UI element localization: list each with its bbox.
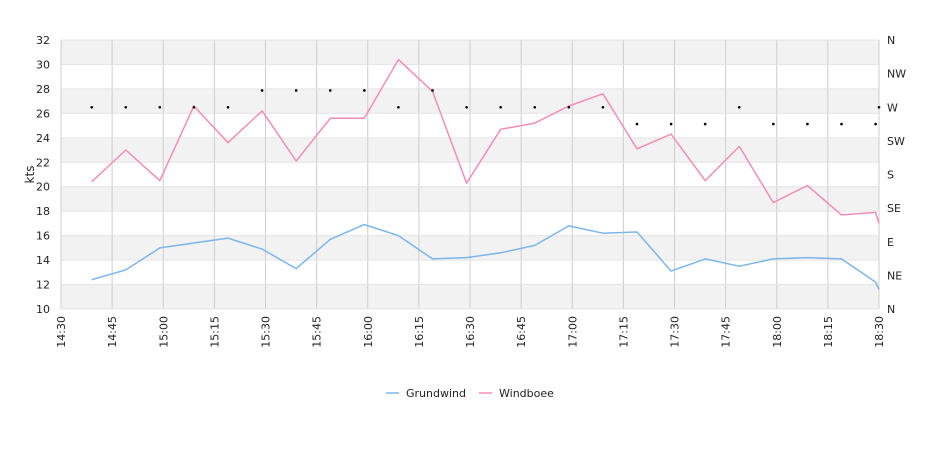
direction-tick-label: SW [887,135,905,148]
y-tick-label: 12 [36,279,50,292]
direction-marker [874,122,877,126]
y-tick-label: 22 [36,156,50,169]
direction-marker [877,105,881,109]
y-axis-label: kts [23,166,37,184]
direction-marker [669,122,673,126]
y-tick-label: 26 [36,107,50,120]
direction-markers [90,89,881,126]
x-tick-label: 16:00 [362,316,375,348]
direction-marker [124,105,128,109]
x-tick-label: 16:15 [413,316,426,348]
direction-tick-label: E [887,236,894,249]
legend-label: Grundwind [406,387,466,400]
x-tick-label: 16:45 [515,316,528,348]
direction-marker [363,89,366,92]
x-tick-label: 14:45 [106,316,119,348]
direction-marker [328,89,332,92]
direction-tick-label: SE [887,202,901,215]
legend[interactable]: Grundwind Windboee [386,387,554,400]
direction-marker [601,105,605,109]
direction-marker [90,105,93,109]
x-tick-label: 17:45 [720,316,733,348]
direction-tick-label: NE [887,269,902,282]
direction-marker [226,105,230,109]
y-tick-label: 24 [36,132,50,145]
x-tick-label: 17:00 [566,316,579,348]
y-tick-label: 20 [36,181,50,194]
x-tick-label: 15:15 [208,316,221,348]
x-tick-label: 14:30 [55,316,68,348]
direction-marker [635,122,639,126]
direction-marker [533,105,537,109]
x-tick-label: 18:30 [873,316,886,348]
y-tick-label: 16 [36,230,50,243]
x-tick-label: 16:30 [464,316,477,348]
direction-marker [465,105,468,109]
series-lines [91,58,880,290]
x-tick-label: 18:15 [822,316,835,348]
direction-axis-ticks: N NE E SE S SW W NW N [887,34,906,316]
legend-label: Windboee [499,387,554,400]
direction-tick-label: N [887,303,895,316]
direction-marker [499,105,502,109]
direction-marker [567,105,571,109]
y-axis-ticks: 10 12 14 16 18 20 22 24 26 28 30 32 [36,34,50,316]
y-tick-label: 10 [36,303,50,316]
x-tick-label: 17:30 [669,316,682,348]
x-tick-label: 15:30 [260,316,273,348]
direction-marker [431,89,434,92]
y-tick-label: 28 [36,83,50,96]
direction-marker [772,122,775,126]
direction-tick-label: W [887,101,898,114]
x-tick-label: 15:00 [157,316,170,348]
direction-marker [737,105,741,109]
direction-tick-label: NW [887,68,906,81]
direction-marker [260,89,264,92]
direction-marker [192,105,196,109]
y-tick-label: 30 [36,58,50,71]
x-tick-label: 17:15 [617,316,630,348]
direction-tick-label: S [887,169,894,182]
x-tick-label: 18:00 [771,316,784,348]
horizontal-gridlines [61,39,879,310]
direction-marker [703,122,707,126]
vertical-gridlines [60,40,880,309]
y-tick-label: 18 [36,205,50,218]
x-axis-ticks: 14:30 14:45 15:00 15:15 15:30 15:45 16:00 16:15… [55,316,886,348]
legend-item-windboee[interactable]: Windboee [479,387,554,400]
direction-marker [397,105,400,109]
series-line-grundwind [91,223,880,290]
x-tick-label: 15:45 [311,316,324,348]
series-line-windboee [91,58,880,224]
legend-item-grundwind[interactable]: Grundwind [386,387,466,400]
direction-marker [158,105,162,109]
direction-marker [294,89,298,92]
direction-marker [806,122,809,126]
direction-marker [840,122,843,126]
y-tick-label: 32 [36,34,50,47]
y-tick-label: 14 [36,254,50,267]
direction-tick-label: N [887,34,895,47]
